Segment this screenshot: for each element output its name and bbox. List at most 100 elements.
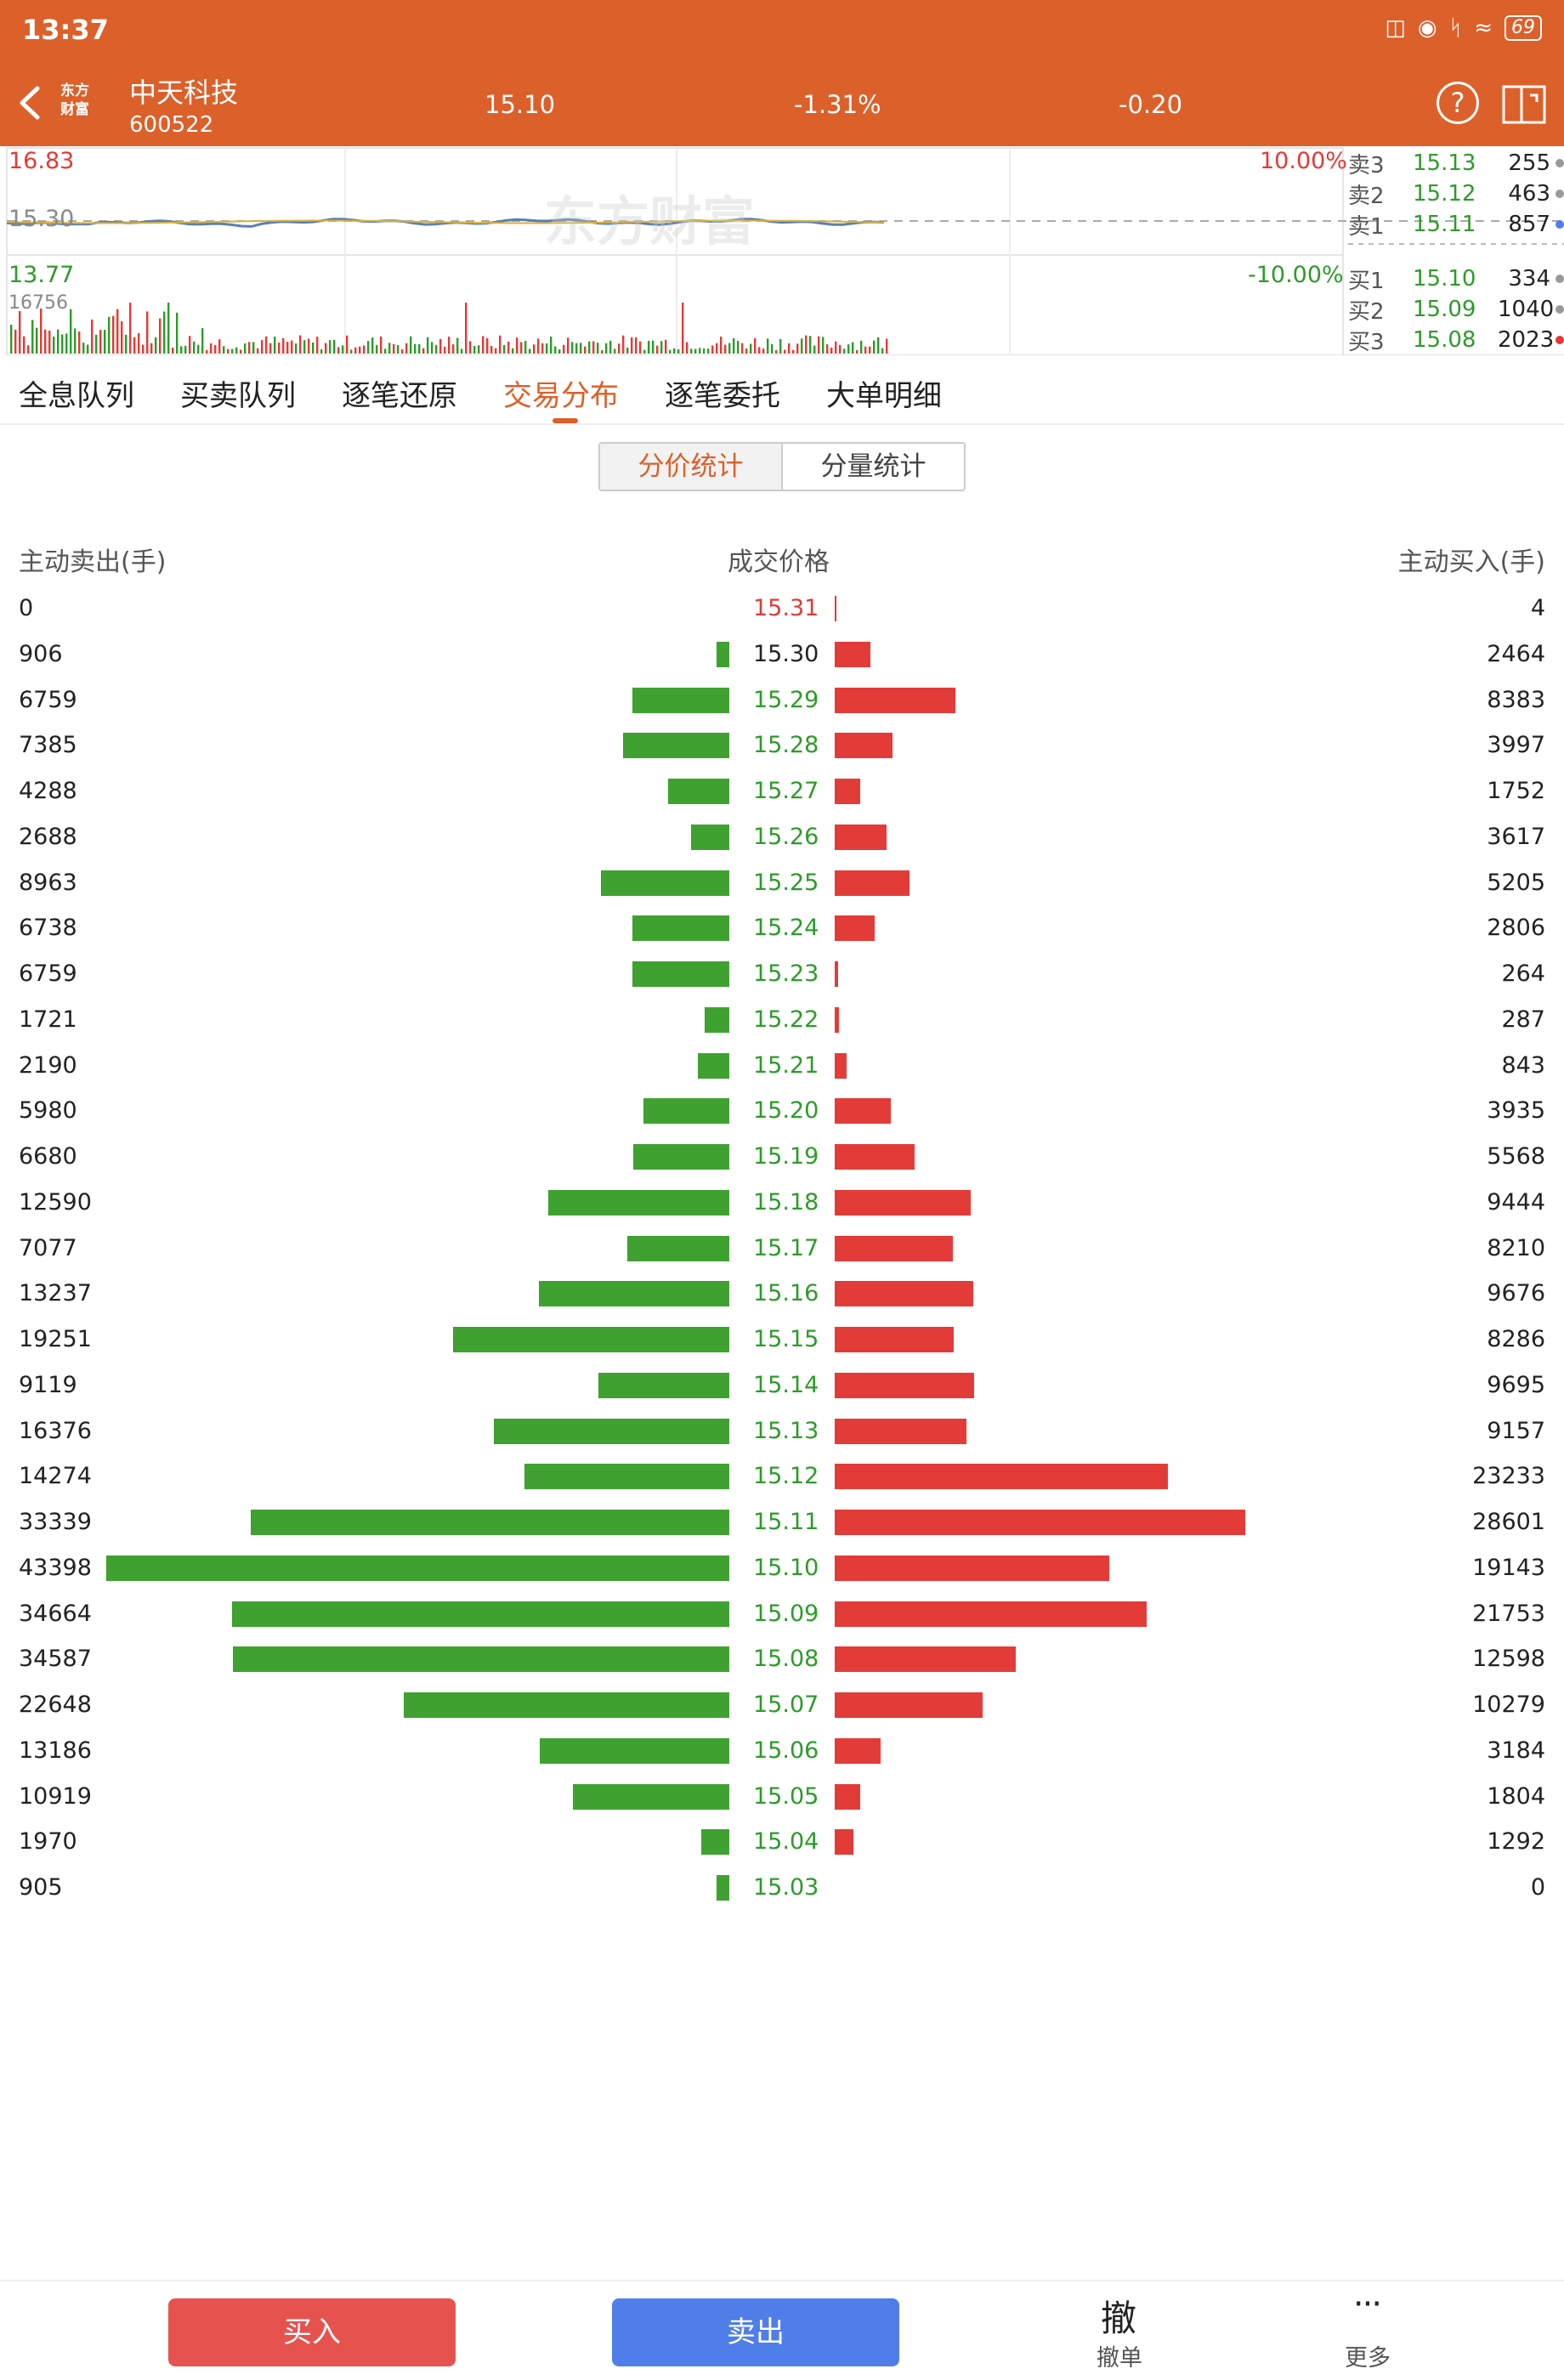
buy-bar [835,1464,1169,1490]
cancel-order-label[interactable]: 撤单 [1096,2345,1142,2372]
volume-bar [384,348,387,354]
volume-bar [622,335,625,354]
volume-bar [478,345,480,354]
tab-full-queue[interactable]: 全息队列 [19,379,134,413]
buy-volume: 1804 [1487,1782,1545,1810]
volume-bar [112,315,115,354]
sell-volume: 1970 [19,1828,77,1856]
volume-bar [758,347,761,354]
volume-bar [881,348,884,354]
volume-bar [155,337,157,354]
sell-bar [232,1646,729,1673]
volume-bar [835,341,837,354]
volume-bar [10,324,13,354]
back-arrow-icon[interactable] [15,82,46,124]
trade-price: 15.27 [753,778,819,804]
buy-volume: 5568 [1487,1143,1545,1170]
volume-bar [733,337,735,354]
by-price-button[interactable]: 分价统计 [600,444,783,490]
trade-price: 15.25 [753,869,819,896]
order-book-dot [1556,275,1564,283]
sell-volume: 13186 [19,1737,92,1764]
volume-bar [57,329,60,354]
buy-volume: 264 [1501,960,1545,987]
volume-bar [150,343,153,354]
buy-volume: 8383 [1487,686,1545,713]
layout-toggle-icon[interactable] [1501,82,1547,126]
price-line [6,218,885,228]
volume-bar [265,336,268,354]
mini-chart-svg [6,147,1564,355]
volume-bar [788,343,790,354]
volume-bar [125,334,128,354]
sell-button[interactable]: 卖出 [612,2298,899,2366]
sell-volume: 43398 [19,1554,92,1581]
by-volume-button[interactable]: 分量统计 [783,444,964,490]
volume-bar [36,327,38,354]
sell-bar [667,779,729,804]
trade-price: 15.09 [753,1600,819,1627]
volume-bar [337,347,340,354]
watermark: 东方财富 [544,190,756,252]
trade-price: 15.19 [753,1143,819,1170]
trade-price: 15.13 [753,1417,819,1444]
trade-price: 15.05 [753,1782,819,1810]
volume-bar [631,337,633,354]
trade-price: 15.10 [753,1554,819,1581]
volume-bar [486,337,489,354]
order-book-volume: 857 [1508,212,1550,237]
volume-bar [584,346,586,354]
buy-volume: 9676 [1487,1280,1545,1307]
stat-mode-toggle: 分价统计 分量统计 [598,442,966,491]
volume-bar [252,342,255,354]
order-book-price: 15.08 [1413,327,1476,353]
stock-code: 600522 [129,112,214,138]
volume-bar [210,343,212,354]
status-icons: ◫ ◉ ᛋ ≈ 69 [1385,15,1542,41]
mini-chart-panel[interactable]: 东方财富 16.83 10.00% 15.30 13.77 -10.00% 16… [0,146,1564,355]
volume-bar [444,346,446,354]
volume-bar [745,348,748,354]
buy-button[interactable]: 买入 [168,2298,456,2366]
volume-bar [167,303,170,354]
buy-bar [835,1829,853,1856]
volume-bar [541,343,544,354]
tab-tick-orders[interactable]: 逐笔委托 [665,379,780,413]
volume-bar [40,309,42,354]
buy-volume: 8286 [1487,1326,1545,1352]
sell-bar [540,1737,729,1764]
buy-bar [835,1052,847,1079]
tab-bar: 全息队列 买卖队列 逐笔还原 交易分布 逐笔委托 大单明细 [0,355,1564,425]
tab-bid-ask-queue[interactable]: 买卖队列 [180,379,296,413]
tab-large-orders[interactable]: 大单明细 [826,379,942,413]
trade-price: 15.26 [753,823,819,850]
help-icon[interactable]: ? [1436,82,1479,124]
buy-bar [835,1144,915,1170]
trade-price: 15.21 [753,1051,819,1079]
buy-bar [835,824,887,850]
sell-bar [250,1510,729,1535]
volume-bar [121,320,123,354]
sell-volume: 905 [19,1874,63,1901]
volume-bar [193,341,196,354]
sell-volume: 7385 [19,732,77,759]
sell-bar [700,1829,729,1856]
buy-bar [835,961,839,987]
volume-bar [839,344,842,354]
more-icon[interactable]: ··· [1352,2285,1382,2324]
volume-bar [614,348,616,354]
volume-bar [741,343,744,354]
buy-volume: 287 [1501,1006,1545,1033]
more-label[interactable]: 更多 [1345,2345,1391,2372]
battery-indicator: 69 [1504,15,1542,41]
trade-price: 15.28 [753,732,819,759]
sell-volume: 2190 [19,1051,77,1079]
sell-volume: 2688 [19,823,77,850]
sell-volume: 12590 [19,1188,92,1216]
tab-tick-replay[interactable]: 逐笔还原 [342,379,457,413]
cancel-order-icon[interactable]: 撤 [1100,2298,1136,2339]
volume-bar [452,344,455,354]
tab-trade-distribution[interactable]: 交易分布 [503,379,619,413]
volume-bar [342,345,344,354]
sell-volume: 4288 [19,778,77,804]
